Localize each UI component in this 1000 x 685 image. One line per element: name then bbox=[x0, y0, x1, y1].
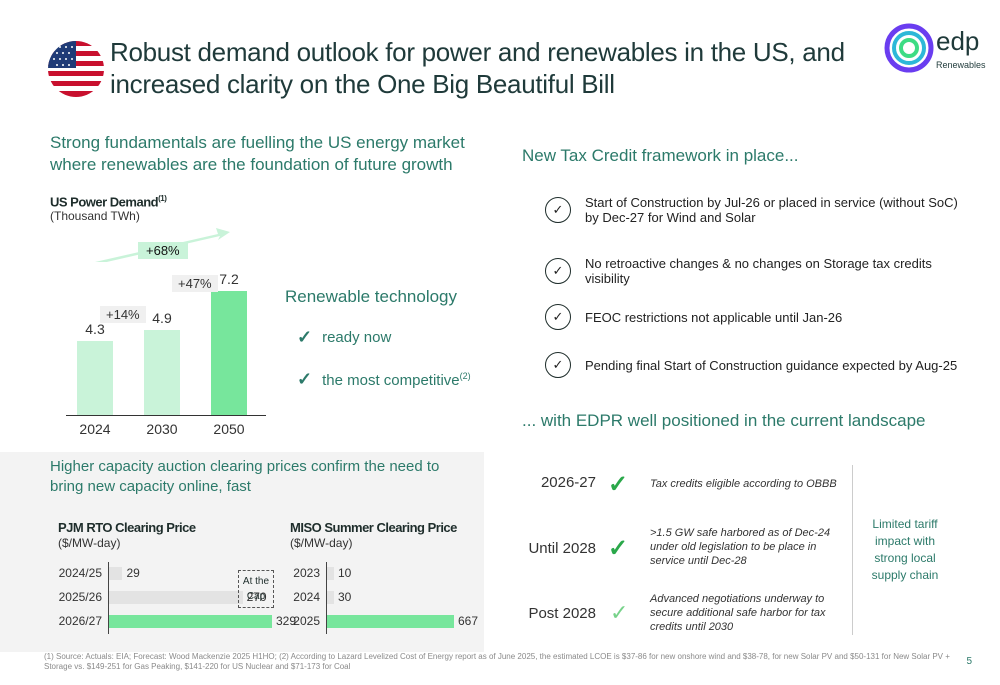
row-label: 2023 bbox=[293, 566, 320, 580]
tax-credit-title: New Tax Credit framework in place... bbox=[522, 146, 799, 165]
pjm-chart-title: PJM RTO Clearing Price bbox=[58, 520, 196, 535]
tax-credit-item: ✓ Start of Construction by Jul-26 or pla… bbox=[545, 195, 965, 225]
us-flag-icon bbox=[48, 41, 104, 97]
demand-x-axis bbox=[66, 415, 266, 416]
axis-line bbox=[326, 562, 327, 634]
demand-year-label: 2030 bbox=[146, 421, 178, 437]
row-label: 2024 bbox=[293, 590, 320, 604]
renewable-item-competitive: ✓ the most competitive(2) bbox=[297, 369, 471, 389]
check-icon: ✓ bbox=[297, 369, 313, 389]
period-label: Post 2028 bbox=[528, 605, 596, 622]
page-number: 5 bbox=[966, 656, 972, 667]
row-label: 2025/26 bbox=[58, 590, 102, 604]
power-demand-chart-title: US Power Demand(1) bbox=[50, 194, 167, 210]
miso-chart-title: MISO Summer Clearing Price bbox=[290, 520, 457, 535]
demand-bar-2030 bbox=[144, 330, 180, 415]
tax-credit-item: ✓ Pending final Start of Construction gu… bbox=[545, 352, 965, 378]
hbar bbox=[108, 591, 243, 604]
miso-chart: 2023 10 2024 30 2025 667 bbox=[284, 562, 484, 634]
growth-badge-47: +47% bbox=[172, 275, 218, 292]
check-icon: ✓ bbox=[297, 327, 313, 347]
pjm-chart-unit: ($/MW-day) bbox=[58, 536, 121, 550]
growth-arrow-icon bbox=[95, 228, 230, 262]
renewable-item-ready: ✓ ready now bbox=[297, 327, 392, 347]
growth-badge-68: +68% bbox=[138, 242, 188, 259]
edp-logo-icon bbox=[884, 23, 934, 73]
growth-badge-14: +14% bbox=[100, 306, 146, 323]
bar-value-label: 10 bbox=[338, 566, 352, 580]
fundamentals-title: Strong fundamentals are fuelling the US … bbox=[50, 133, 465, 174]
miso-chart-unit: ($/MW-day) bbox=[290, 536, 353, 550]
edp-logo: edp Renewables bbox=[884, 18, 986, 78]
check-circle-icon: ✓ bbox=[545, 352, 571, 378]
cap-note: At the Cap bbox=[238, 570, 274, 608]
page-title: Robust demand outlook for power and rene… bbox=[110, 37, 845, 99]
axis-line bbox=[108, 562, 109, 634]
tax-credit-item: ✓ FEOC restrictions not applicable until… bbox=[545, 304, 965, 330]
power-demand-chart: 4.3 2024 4.9 2030 7.2 2050 +14% +47% +68% bbox=[60, 220, 280, 440]
bar-value-label: 329 bbox=[276, 614, 297, 628]
logo-text: edp bbox=[936, 26, 980, 56]
check-circle-icon: ✓ bbox=[545, 197, 571, 223]
bar-value-label: 667 bbox=[458, 614, 479, 628]
demand-bar-2050 bbox=[211, 290, 247, 415]
demand-year-label: 2024 bbox=[79, 421, 111, 437]
tax-credit-item: ✓ No retroactive changes & no changes on… bbox=[545, 256, 975, 286]
hbar bbox=[326, 567, 334, 580]
positioning-title: ... with EDPR well positioned in the cur… bbox=[522, 411, 926, 430]
footnote: (1) Source: Actuals: EIA; Forecast: Wood… bbox=[44, 652, 950, 671]
power-demand-chart-unit: (Thousand TWh) bbox=[50, 209, 140, 223]
hbar bbox=[108, 567, 123, 580]
demand-year-label: 2050 bbox=[213, 421, 245, 437]
hbar bbox=[326, 591, 334, 604]
demand-value-label: 4.3 bbox=[85, 320, 105, 337]
capacity-title: Higher capacity auction clearing prices … bbox=[50, 458, 440, 495]
hbar bbox=[326, 615, 454, 628]
bar-value-label: 270 bbox=[246, 590, 267, 604]
row-label: 2026/27 bbox=[58, 614, 102, 628]
period-desc: Tax credits eligible according to OBBB bbox=[650, 478, 837, 490]
pjm-chart: 2024/25 29 2025/26 270 2026/27 329 bbox=[50, 562, 296, 634]
demand-bar-2024 bbox=[77, 340, 113, 415]
renewable-title: Renewable technology bbox=[285, 287, 458, 306]
tariff-note: Limited tariff impact with strong local … bbox=[871, 517, 939, 582]
demand-value-label: 4.9 bbox=[152, 310, 172, 327]
hbar bbox=[108, 615, 272, 628]
period-label: Until 2028 bbox=[528, 540, 596, 557]
check-circle-icon: ✓ bbox=[545, 304, 571, 330]
row-label: 2024/25 bbox=[58, 566, 102, 580]
demand-value-label: 7.2 bbox=[219, 270, 239, 287]
green-check-icon: ✓ bbox=[608, 471, 629, 498]
check-circle-icon: ✓ bbox=[545, 258, 571, 284]
period-label: 2026-27 bbox=[540, 474, 596, 491]
green-check-icon: ✓ bbox=[608, 535, 629, 562]
period-desc: >1.5 GW safe harbored as of Dec-24 under… bbox=[650, 527, 831, 567]
period-desc: Advanced negotiations underway to secure… bbox=[650, 593, 826, 633]
row-label: 2025 bbox=[293, 614, 320, 628]
divider bbox=[852, 465, 853, 635]
bar-value-label: 30 bbox=[338, 590, 352, 604]
dotted-check-icon: ✓ bbox=[610, 600, 629, 625]
bar-value-label: 29 bbox=[126, 566, 140, 580]
logo-sub: Renewables bbox=[936, 60, 986, 70]
